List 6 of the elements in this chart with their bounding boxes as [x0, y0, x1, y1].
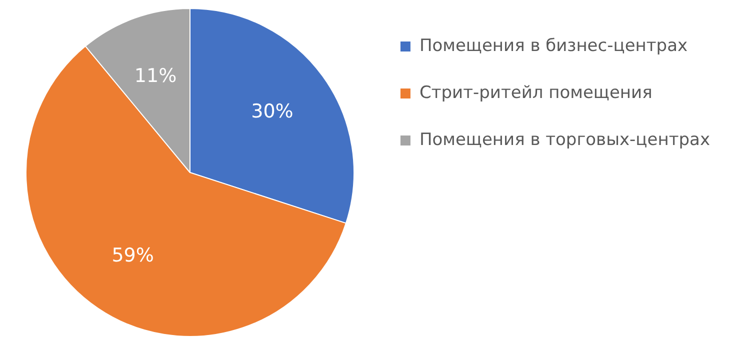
data-label: 59%	[112, 244, 154, 267]
data-label: 30%	[251, 100, 294, 123]
legend-label: Помещения в бизнес-центрах	[419, 36, 688, 56]
legend-label: Стрит-ритейл помещения	[419, 82, 652, 103]
data-label: 11%	[134, 64, 177, 87]
legend-label: Помещения в торговых-центрах	[419, 130, 710, 150]
